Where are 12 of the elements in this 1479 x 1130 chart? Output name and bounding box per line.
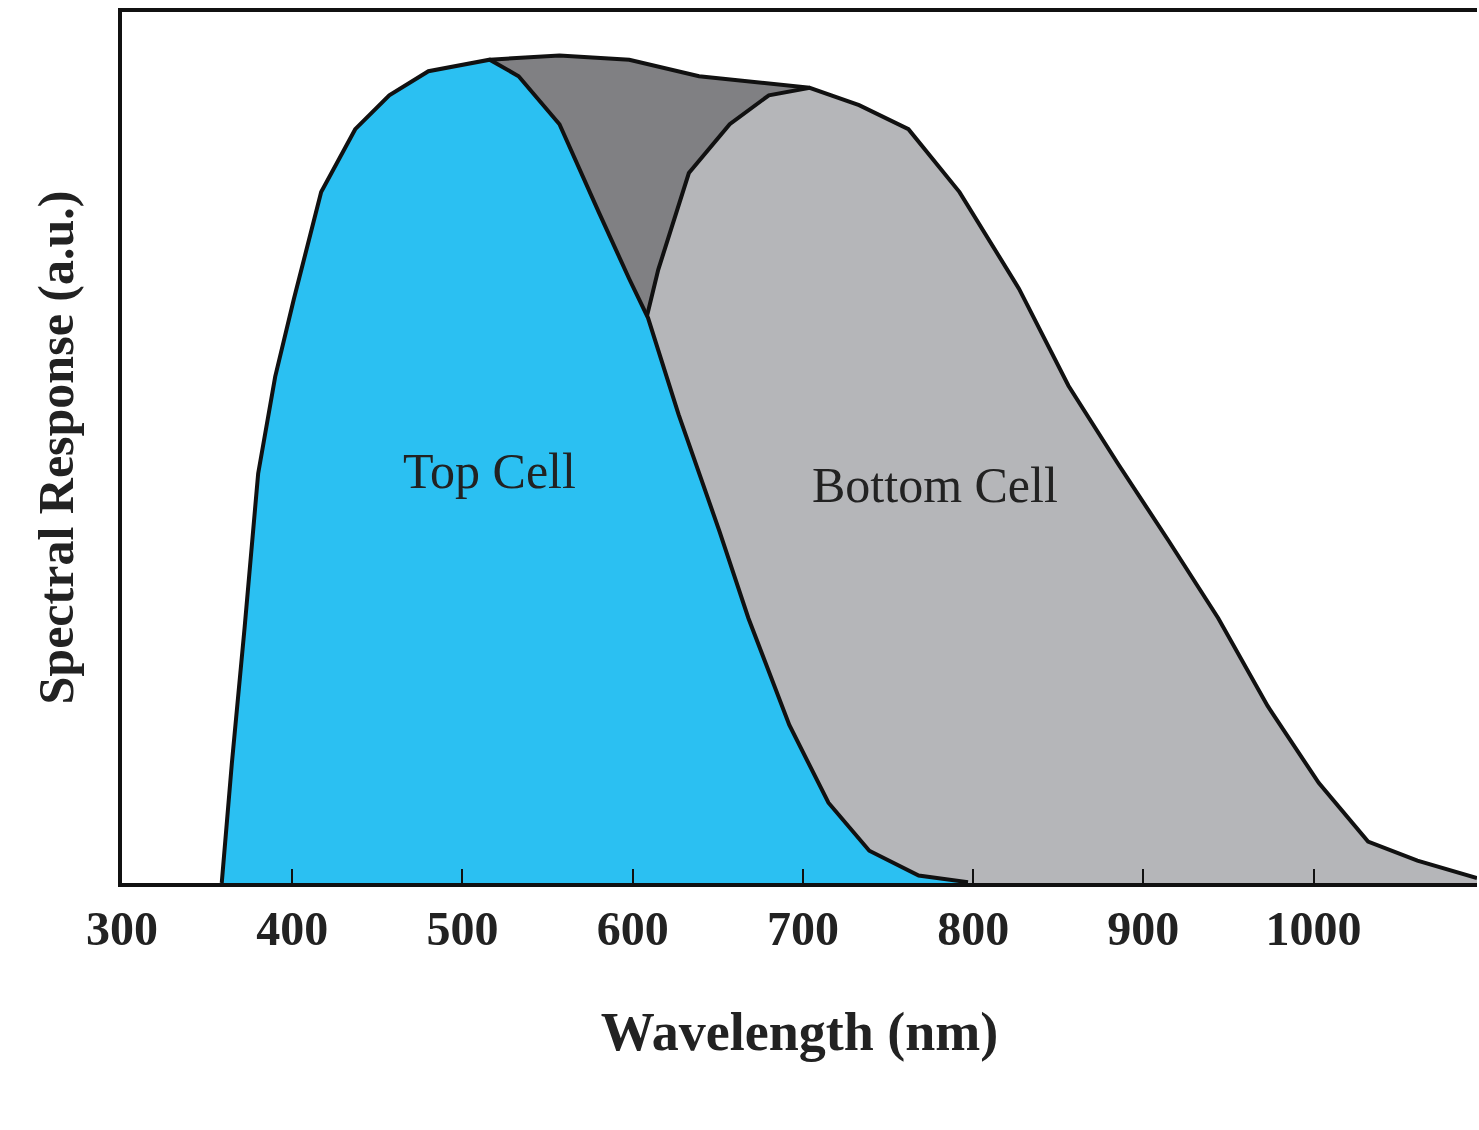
y-axis-title: Spectral Response (a.u.) <box>27 190 84 705</box>
x-tick-label: 800 <box>937 901 1010 955</box>
x-tick-label: 700 <box>766 901 839 955</box>
series-label: Bottom Cell <box>812 457 1058 513</box>
x-axis-title: Wavelength (nm) <box>600 1002 999 1063</box>
x-tick-label: 500 <box>426 901 499 955</box>
x-tick-label: 900 <box>1107 901 1180 955</box>
series-label: Top Cell <box>403 443 576 499</box>
x-tick-label: 400 <box>256 901 329 955</box>
x-tick-label: 300 <box>86 901 158 955</box>
x-tick-label: 1000 <box>1265 901 1362 955</box>
x-tick-label: 600 <box>596 901 669 955</box>
